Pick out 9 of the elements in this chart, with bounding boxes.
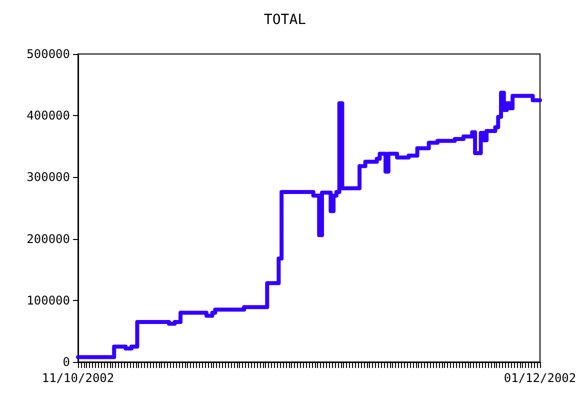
y-tick-label: 500000 — [26, 47, 70, 61]
y-tick-label: 0 — [62, 355, 70, 369]
chart-title: TOTAL — [264, 12, 306, 28]
y-tick-label: 100000 — [26, 293, 70, 308]
y-tick-label: 200000 — [26, 232, 70, 246]
x-tick-label: 01/12/2002 — [504, 371, 576, 385]
y-tick-label: 400000 — [26, 108, 70, 123]
x-tick-label: 11/10/2002 — [42, 371, 114, 385]
y-tick-label: 300000 — [26, 170, 70, 184]
